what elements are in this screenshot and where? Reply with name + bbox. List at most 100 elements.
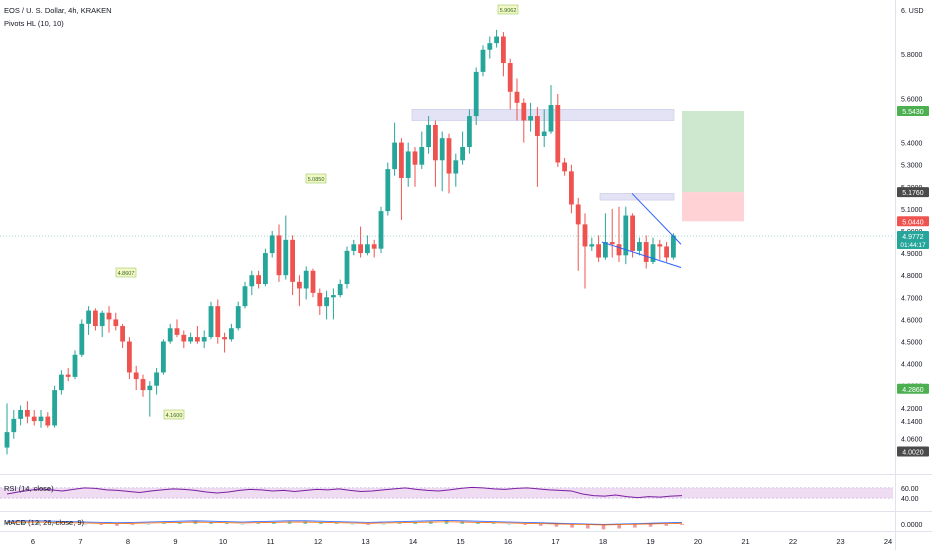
price-tick-label: 4.8000 [901, 273, 923, 280]
candle-body [582, 224, 588, 247]
time-tick-label: 23 [836, 537, 844, 546]
macd-hist-bar [272, 522, 276, 524]
candle-body [283, 239, 289, 276]
candle-body [643, 242, 649, 262]
pivot-label-box [305, 173, 327, 184]
candle-body [501, 36, 506, 64]
macd-hist-bar [256, 523, 260, 524]
price-badge-label: 5.0440 [902, 219, 924, 226]
macd-hist-bar [429, 521, 433, 524]
candle-body [113, 319, 119, 327]
rsi-tick-label: 60.00 [901, 486, 919, 493]
candle-body [86, 310, 91, 324]
macd-hist-bar [664, 524, 669, 526]
candle-body [630, 215, 635, 251]
candle-body [494, 36, 499, 44]
macd-hist-bar [67, 523, 72, 524]
time-tick-label: 11 [267, 537, 275, 546]
candle-body [609, 242, 615, 245]
candle-body [637, 242, 642, 251]
indicator-legend[interactable]: Pivots HL (10, 10) [4, 19, 64, 28]
candle-body [331, 295, 336, 298]
candle-body [460, 147, 465, 161]
candle-body [371, 244, 377, 249]
time-tick-label: 8 [126, 537, 130, 546]
candle-body [31, 416, 37, 422]
macd-hist-bar [350, 524, 355, 525]
candle-body [351, 244, 357, 251]
candle-body [507, 63, 513, 92]
price-tick-label: 4.0600 [901, 437, 923, 444]
candle-body [154, 372, 159, 386]
stop-zone [682, 192, 744, 222]
macd-hist-bar [334, 523, 339, 524]
candle-body [147, 385, 153, 391]
time-tick-label: 10 [219, 537, 227, 546]
macd-layer: 0.0000 [5, 519, 923, 530]
candle-body [562, 162, 567, 172]
macd-legend[interactable]: MACD (12, 26, close, 9) [4, 518, 85, 527]
macd-hist-bar [460, 521, 465, 524]
candle-body [487, 43, 493, 50]
price-badge [897, 446, 929, 457]
macd-hist-bar [381, 524, 386, 525]
pivot-labels-layer: 4.8607 4.1600 5.0850 5.9062 [115, 4, 519, 420]
candle-body [310, 270, 316, 293]
price-badge-label: 5.5430 [902, 109, 924, 116]
candle-body [99, 312, 105, 327]
candle-body [521, 102, 527, 121]
macd-hist-bar [648, 524, 653, 527]
macd-hist-bar [444, 520, 449, 524]
candle-body [18, 410, 23, 419]
pivot-label: 5.0850 [308, 177, 325, 183]
pivot-label-box [163, 409, 185, 420]
price-badge [897, 216, 929, 227]
rsi-legend[interactable]: RSI (14, close) [4, 484, 54, 493]
price-tick-label: 4.1400 [901, 419, 923, 426]
macd-hist-bar [52, 522, 56, 524]
candle-body [38, 416, 44, 422]
candle-body [72, 354, 78, 377]
candle-body [337, 284, 343, 296]
symbol-legend[interactable]: EOS / U. S. Dollar, 4h, KRAKEN [4, 6, 112, 15]
price-tick-label: 4.5000 [901, 340, 923, 347]
rsi-layer: 60.00 40.00 [0, 486, 919, 503]
macd-hist-bar [680, 524, 684, 525]
price-tick-label: 4.9000 [901, 251, 923, 258]
price-badge-label: 4.9772 [902, 234, 924, 241]
time-tick-label: 13 [361, 537, 369, 546]
time-tick-label: 14 [409, 537, 417, 546]
macd-hist-bar [209, 522, 213, 524]
candle-body [140, 379, 146, 391]
candle-body [569, 171, 574, 205]
candle-body [188, 337, 193, 342]
rsi-line [6, 486, 683, 499]
candle-body [616, 244, 622, 256]
price-tick-label: 4.2000 [901, 406, 923, 413]
candle-body [419, 147, 425, 165]
candle-body [385, 169, 391, 212]
price-badge-label: 4.2860 [902, 387, 924, 394]
candle-body [25, 410, 30, 417]
candle-body [11, 418, 17, 433]
candle-body [59, 374, 64, 391]
macd-separator [0, 511, 932, 512]
candle-body [514, 91, 520, 103]
candle-body [548, 105, 554, 132]
candle-body [467, 116, 472, 148]
time-tick-label: 17 [551, 537, 559, 546]
candle-body [358, 244, 363, 254]
candle-body [167, 328, 173, 342]
candle-body [446, 138, 452, 174]
zone-layer [411, 109, 744, 222]
time-tick-label: 20 [694, 537, 702, 546]
candle-body [603, 242, 608, 258]
candle-body [201, 337, 207, 342]
macd-hist-bar [507, 524, 512, 525]
price-tick-label: 5.4000 [901, 141, 923, 148]
candle-body [528, 116, 533, 121]
wedge-upper-line [631, 193, 682, 245]
macd-hist-bar [491, 523, 496, 524]
